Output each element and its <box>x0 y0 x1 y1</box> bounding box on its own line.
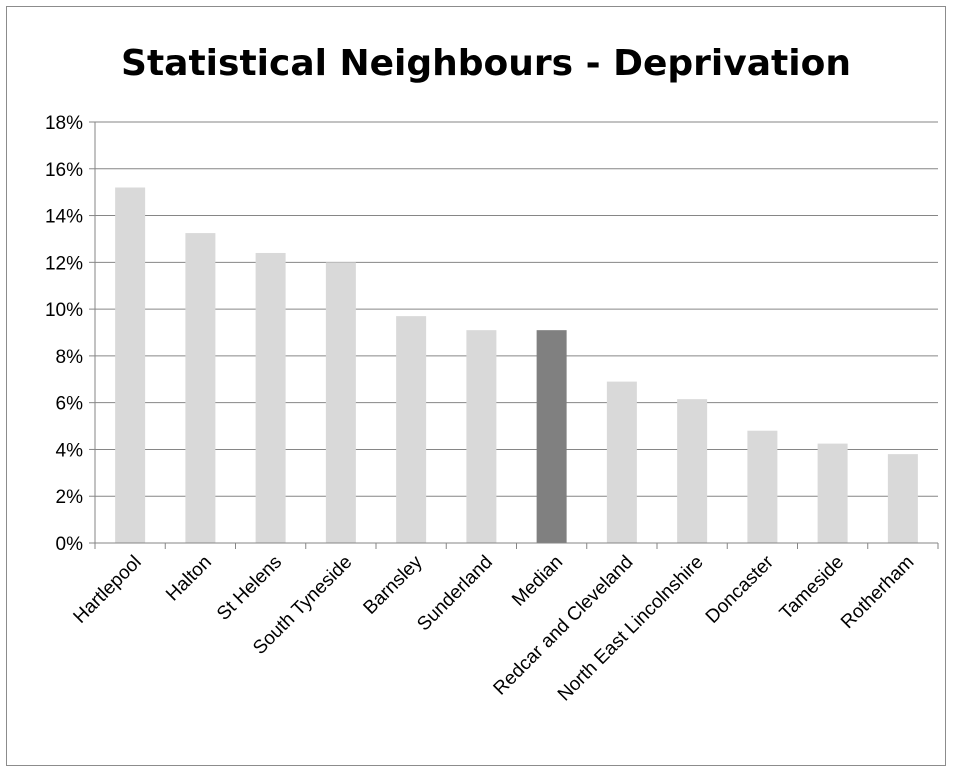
bar <box>466 330 497 543</box>
y-tick-label: 4% <box>56 440 84 461</box>
bar <box>677 399 708 543</box>
bar <box>747 430 778 543</box>
bar <box>255 252 286 543</box>
category-label: North East Lincolnshire <box>554 552 708 706</box>
bars <box>115 187 918 543</box>
y-tick-label: 14% <box>45 207 83 228</box>
y-tick-label: 0% <box>56 534 84 555</box>
category-label: Redcar and Cleveland <box>490 552 638 700</box>
bar <box>887 454 918 543</box>
y-tick-label: 2% <box>56 487 84 508</box>
y-tick-label: 18% <box>45 113 83 134</box>
y-tick-label: 16% <box>45 160 83 181</box>
category-label: St Helens <box>213 552 286 625</box>
category-label: Median <box>508 552 567 611</box>
bar <box>606 381 637 543</box>
y-tick-label: 6% <box>56 394 84 415</box>
y-tick-labels: 0% 2% 4% 6% 8% 10% 12% 14% 16% 18% <box>45 113 83 555</box>
bar <box>536 330 567 543</box>
category-label: Barnsley <box>360 551 427 618</box>
category-label: Doncaster <box>702 551 779 628</box>
y-tick-label: 12% <box>45 253 83 274</box>
y-tick-label: 10% <box>45 300 83 321</box>
bar <box>325 262 356 543</box>
category-label: Halton <box>162 552 216 606</box>
category-label: Rotherham <box>837 552 918 633</box>
y-tick-label: 8% <box>56 347 84 368</box>
bar <box>817 443 848 543</box>
bar <box>185 233 216 543</box>
axes <box>89 121 939 549</box>
category-label: Sunderland <box>413 552 497 636</box>
category-label: Tameside <box>776 552 848 624</box>
chart-title: Statistical Neighbours - Deprivation <box>121 43 851 84</box>
bar <box>115 187 146 543</box>
bar-chart: Statistical Neighbours - Deprivation 0% 2… <box>45 43 939 705</box>
category-label: Hartlepool <box>70 552 146 628</box>
gridlines <box>95 121 938 497</box>
bar <box>396 316 427 543</box>
chart-frame: Statistical Neighbours - Deprivation 0% 2… <box>6 6 946 766</box>
